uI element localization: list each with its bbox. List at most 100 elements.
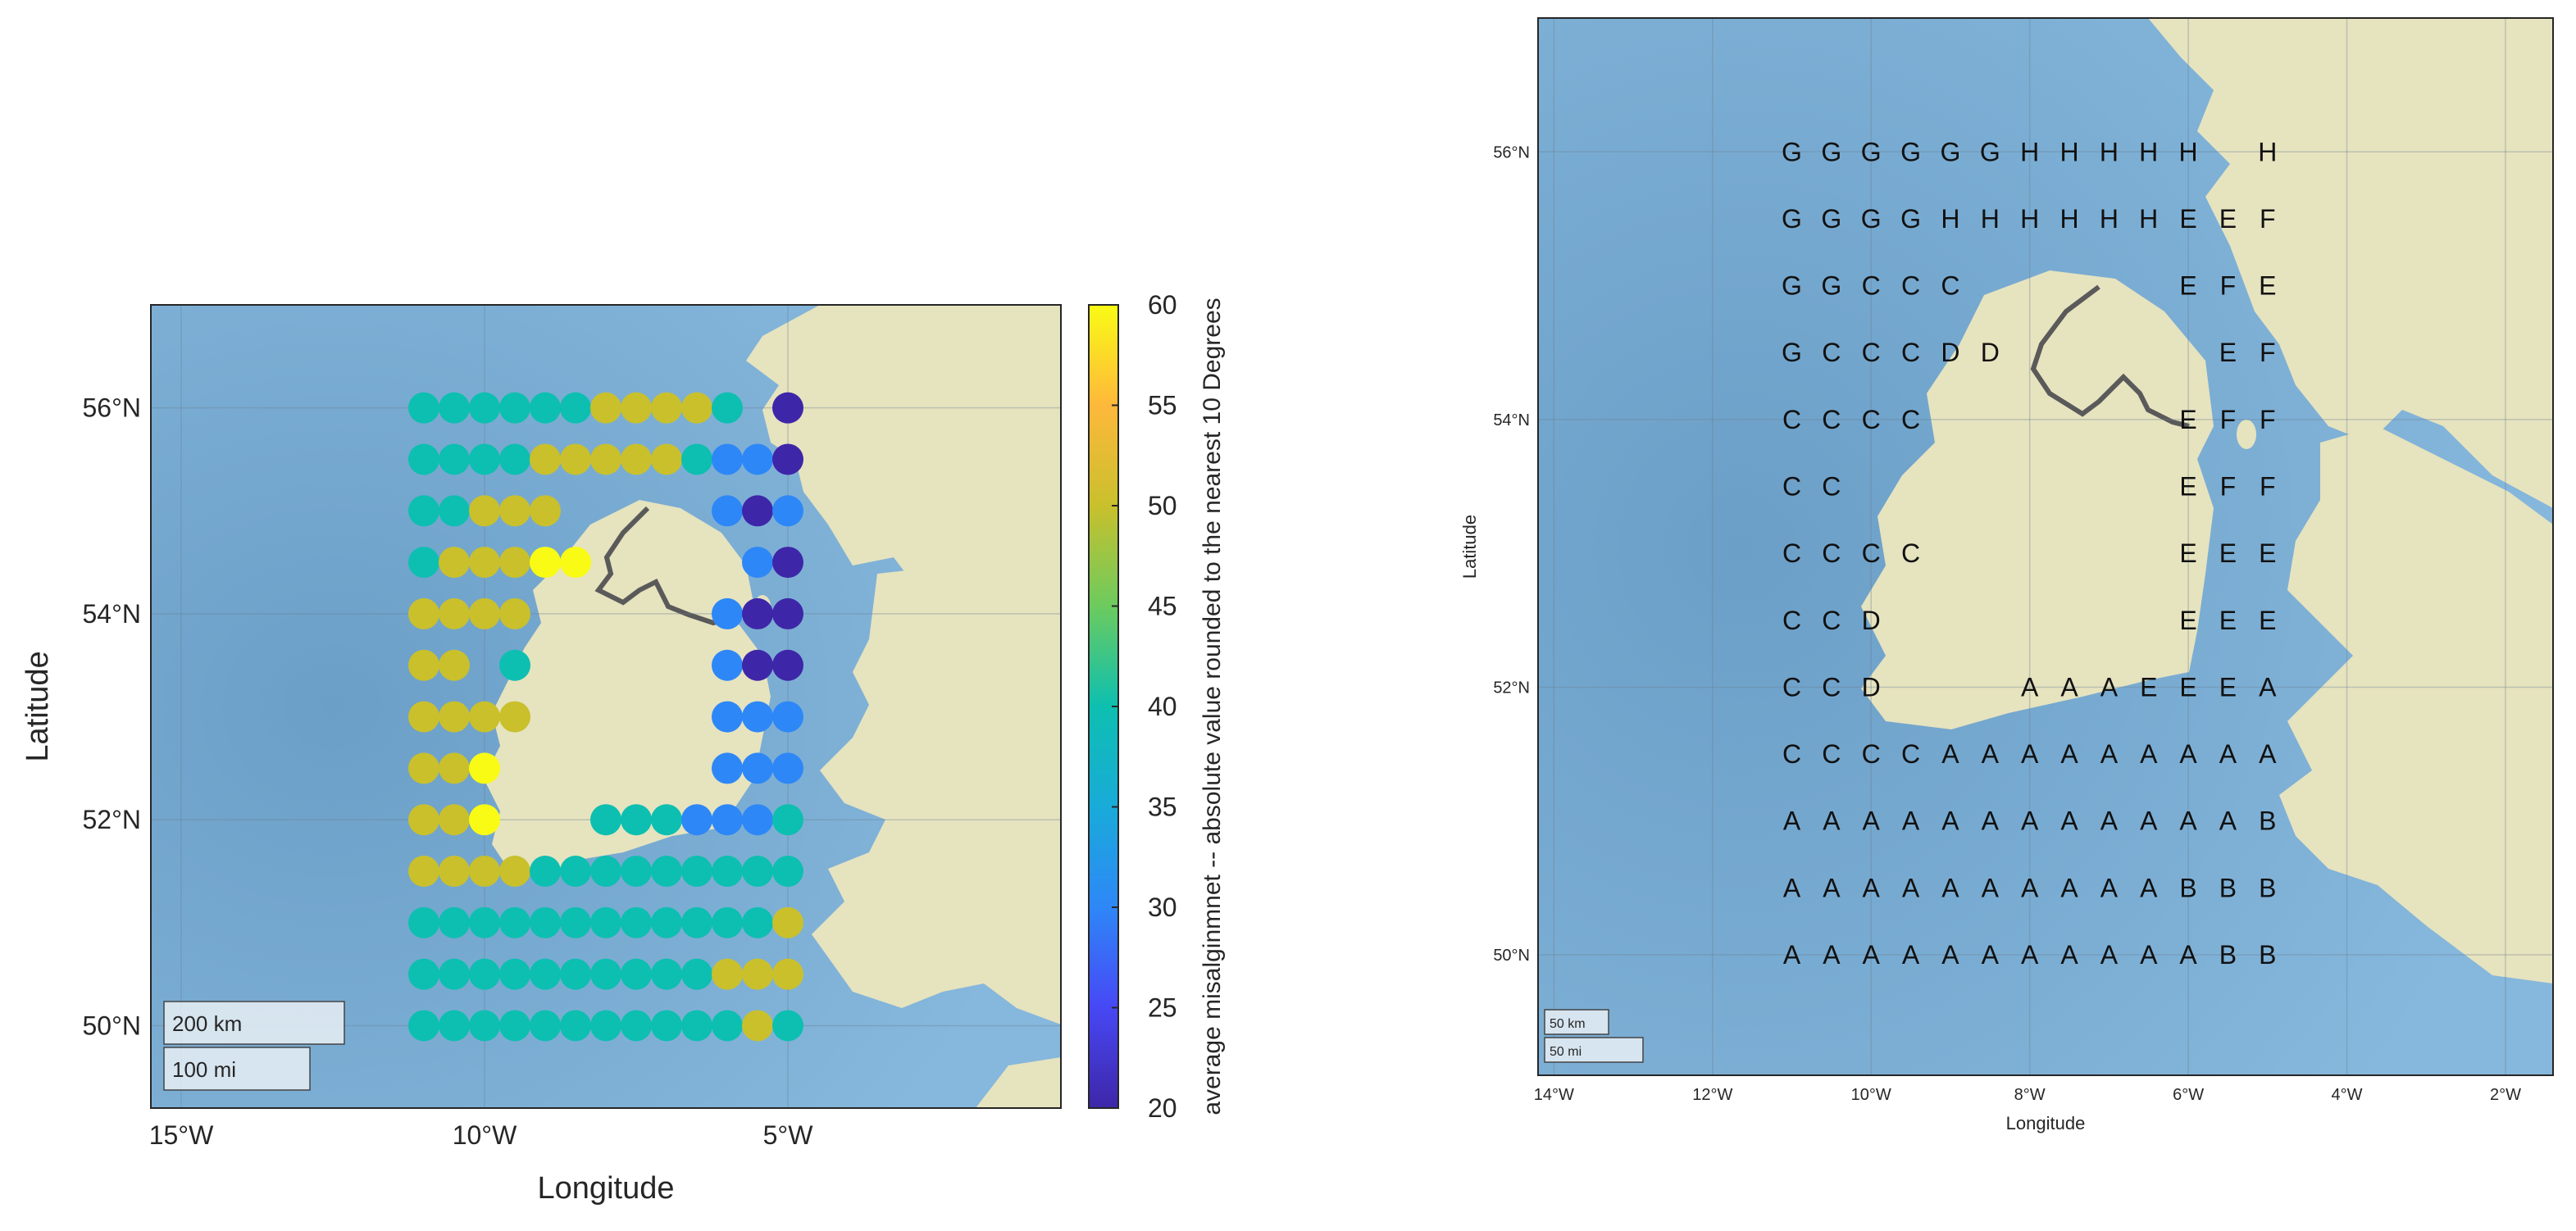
scatter-point xyxy=(590,443,621,475)
scatter-point xyxy=(742,1010,773,1042)
grid-label: G xyxy=(1861,204,1882,234)
scatter-point xyxy=(712,856,743,888)
scatter-point xyxy=(408,495,439,527)
grid-label: B xyxy=(2179,873,2196,902)
grid-label: C xyxy=(1901,271,1920,301)
scatter-point xyxy=(439,856,470,888)
grid-label: C xyxy=(1782,472,1801,502)
grid-label: A xyxy=(1941,806,1959,836)
right-x-tick-label: 12°W xyxy=(1692,1086,1732,1104)
grid-label: G xyxy=(1782,271,1802,301)
right-y-tick-label: 50°N xyxy=(1493,947,1530,965)
grid-label: A xyxy=(2219,739,2237,769)
left-land-scotland xyxy=(746,305,1061,623)
grid-label: A xyxy=(1823,940,1841,970)
scatter-point xyxy=(681,443,712,475)
scatter-point xyxy=(772,392,803,424)
grid-label: D xyxy=(1862,606,1881,635)
scatter-point xyxy=(681,856,712,888)
grid-label: H xyxy=(2059,137,2078,166)
grid-label: F xyxy=(2220,405,2237,434)
grid-label: H xyxy=(2139,204,2158,234)
grid-label: E xyxy=(2219,204,2237,234)
scatter-point xyxy=(439,597,470,629)
scatter-point xyxy=(439,443,470,475)
grid-label: G xyxy=(1900,204,1921,234)
left-land-france xyxy=(976,1057,1061,1108)
grid-label: C xyxy=(1782,405,1801,434)
grid-label: C xyxy=(1862,405,1881,434)
right-scalebar-km: 50 km xyxy=(1550,1017,1586,1031)
scatter-point xyxy=(439,701,470,733)
scatter-point xyxy=(712,752,743,784)
scatter-point xyxy=(439,1010,470,1042)
grid-label: A xyxy=(1863,806,1881,836)
scatter-point xyxy=(439,958,470,990)
grid-label: E xyxy=(2219,338,2237,367)
scatter-point xyxy=(742,495,773,527)
grid-label: F xyxy=(2260,204,2276,234)
scatter-point xyxy=(681,906,712,938)
grid-label: A xyxy=(2179,739,2197,769)
grid-label: E xyxy=(2179,472,2196,502)
grid-label: C xyxy=(1822,405,1841,434)
colorbar-tick-label: 35 xyxy=(1148,793,1177,822)
colorbar-tick-label: 50 xyxy=(1148,491,1177,520)
scatter-point xyxy=(772,958,803,990)
scatter-point xyxy=(560,958,591,990)
grid-label: E xyxy=(2219,672,2237,702)
scatter-point xyxy=(499,443,530,475)
grid-label: G xyxy=(1782,204,1802,234)
scatter-point xyxy=(772,701,803,733)
scatter-point xyxy=(772,752,803,784)
grid-label: F xyxy=(2260,472,2276,502)
scatter-point xyxy=(742,906,773,938)
grid-label: A xyxy=(2060,873,2078,902)
grid-label: A xyxy=(2179,806,2197,836)
grid-label: A xyxy=(1823,806,1841,836)
grid-label: E xyxy=(2179,672,2196,702)
right-x-tick-label: 8°W xyxy=(2014,1086,2046,1104)
left-border-line xyxy=(594,506,730,626)
grid-label: A xyxy=(1783,806,1801,836)
grid-label: A xyxy=(2100,873,2119,902)
scatter-point xyxy=(651,392,682,424)
right-y-tick-label: 52°N xyxy=(1493,679,1530,697)
grid-label: C xyxy=(1862,338,1881,367)
grid-label: H xyxy=(2020,204,2039,234)
scatter-point xyxy=(469,597,500,629)
grid-label: A xyxy=(2060,806,2078,836)
right-x-tick-label: 10°W xyxy=(1851,1086,1891,1104)
grid-label: C xyxy=(1822,472,1841,502)
scatter-point xyxy=(560,856,591,888)
grid-label: F xyxy=(2260,405,2276,434)
grid-label: A xyxy=(2021,873,2039,902)
scatter-point xyxy=(439,547,470,579)
scatter-point xyxy=(742,804,773,836)
scatter-point xyxy=(439,392,470,424)
scatter-point xyxy=(408,547,439,579)
grid-label: G xyxy=(1940,137,1960,166)
right-x-axis-label: Longitude xyxy=(2006,1113,2086,1133)
scatter-point xyxy=(590,392,621,424)
grid-label: A xyxy=(1783,940,1801,970)
scatter-point xyxy=(530,547,561,579)
scatter-point xyxy=(469,495,500,527)
scatter-point xyxy=(469,752,500,784)
scatter-point xyxy=(439,804,470,836)
scatter-point xyxy=(408,752,439,784)
scatter-point xyxy=(499,701,530,733)
grid-label: A xyxy=(2100,940,2119,970)
grid-label: A xyxy=(2140,940,2158,970)
grid-label: C xyxy=(1782,538,1801,568)
scatter-point xyxy=(742,547,773,579)
scatter-point xyxy=(560,1010,591,1042)
scatter-point xyxy=(772,495,803,527)
scatter-point xyxy=(742,856,773,888)
scatter-point xyxy=(621,856,652,888)
scatter-point xyxy=(530,392,561,424)
grid-label: A xyxy=(2021,739,2039,769)
right-graticule xyxy=(1538,18,2553,1075)
scatter-point xyxy=(469,392,500,424)
